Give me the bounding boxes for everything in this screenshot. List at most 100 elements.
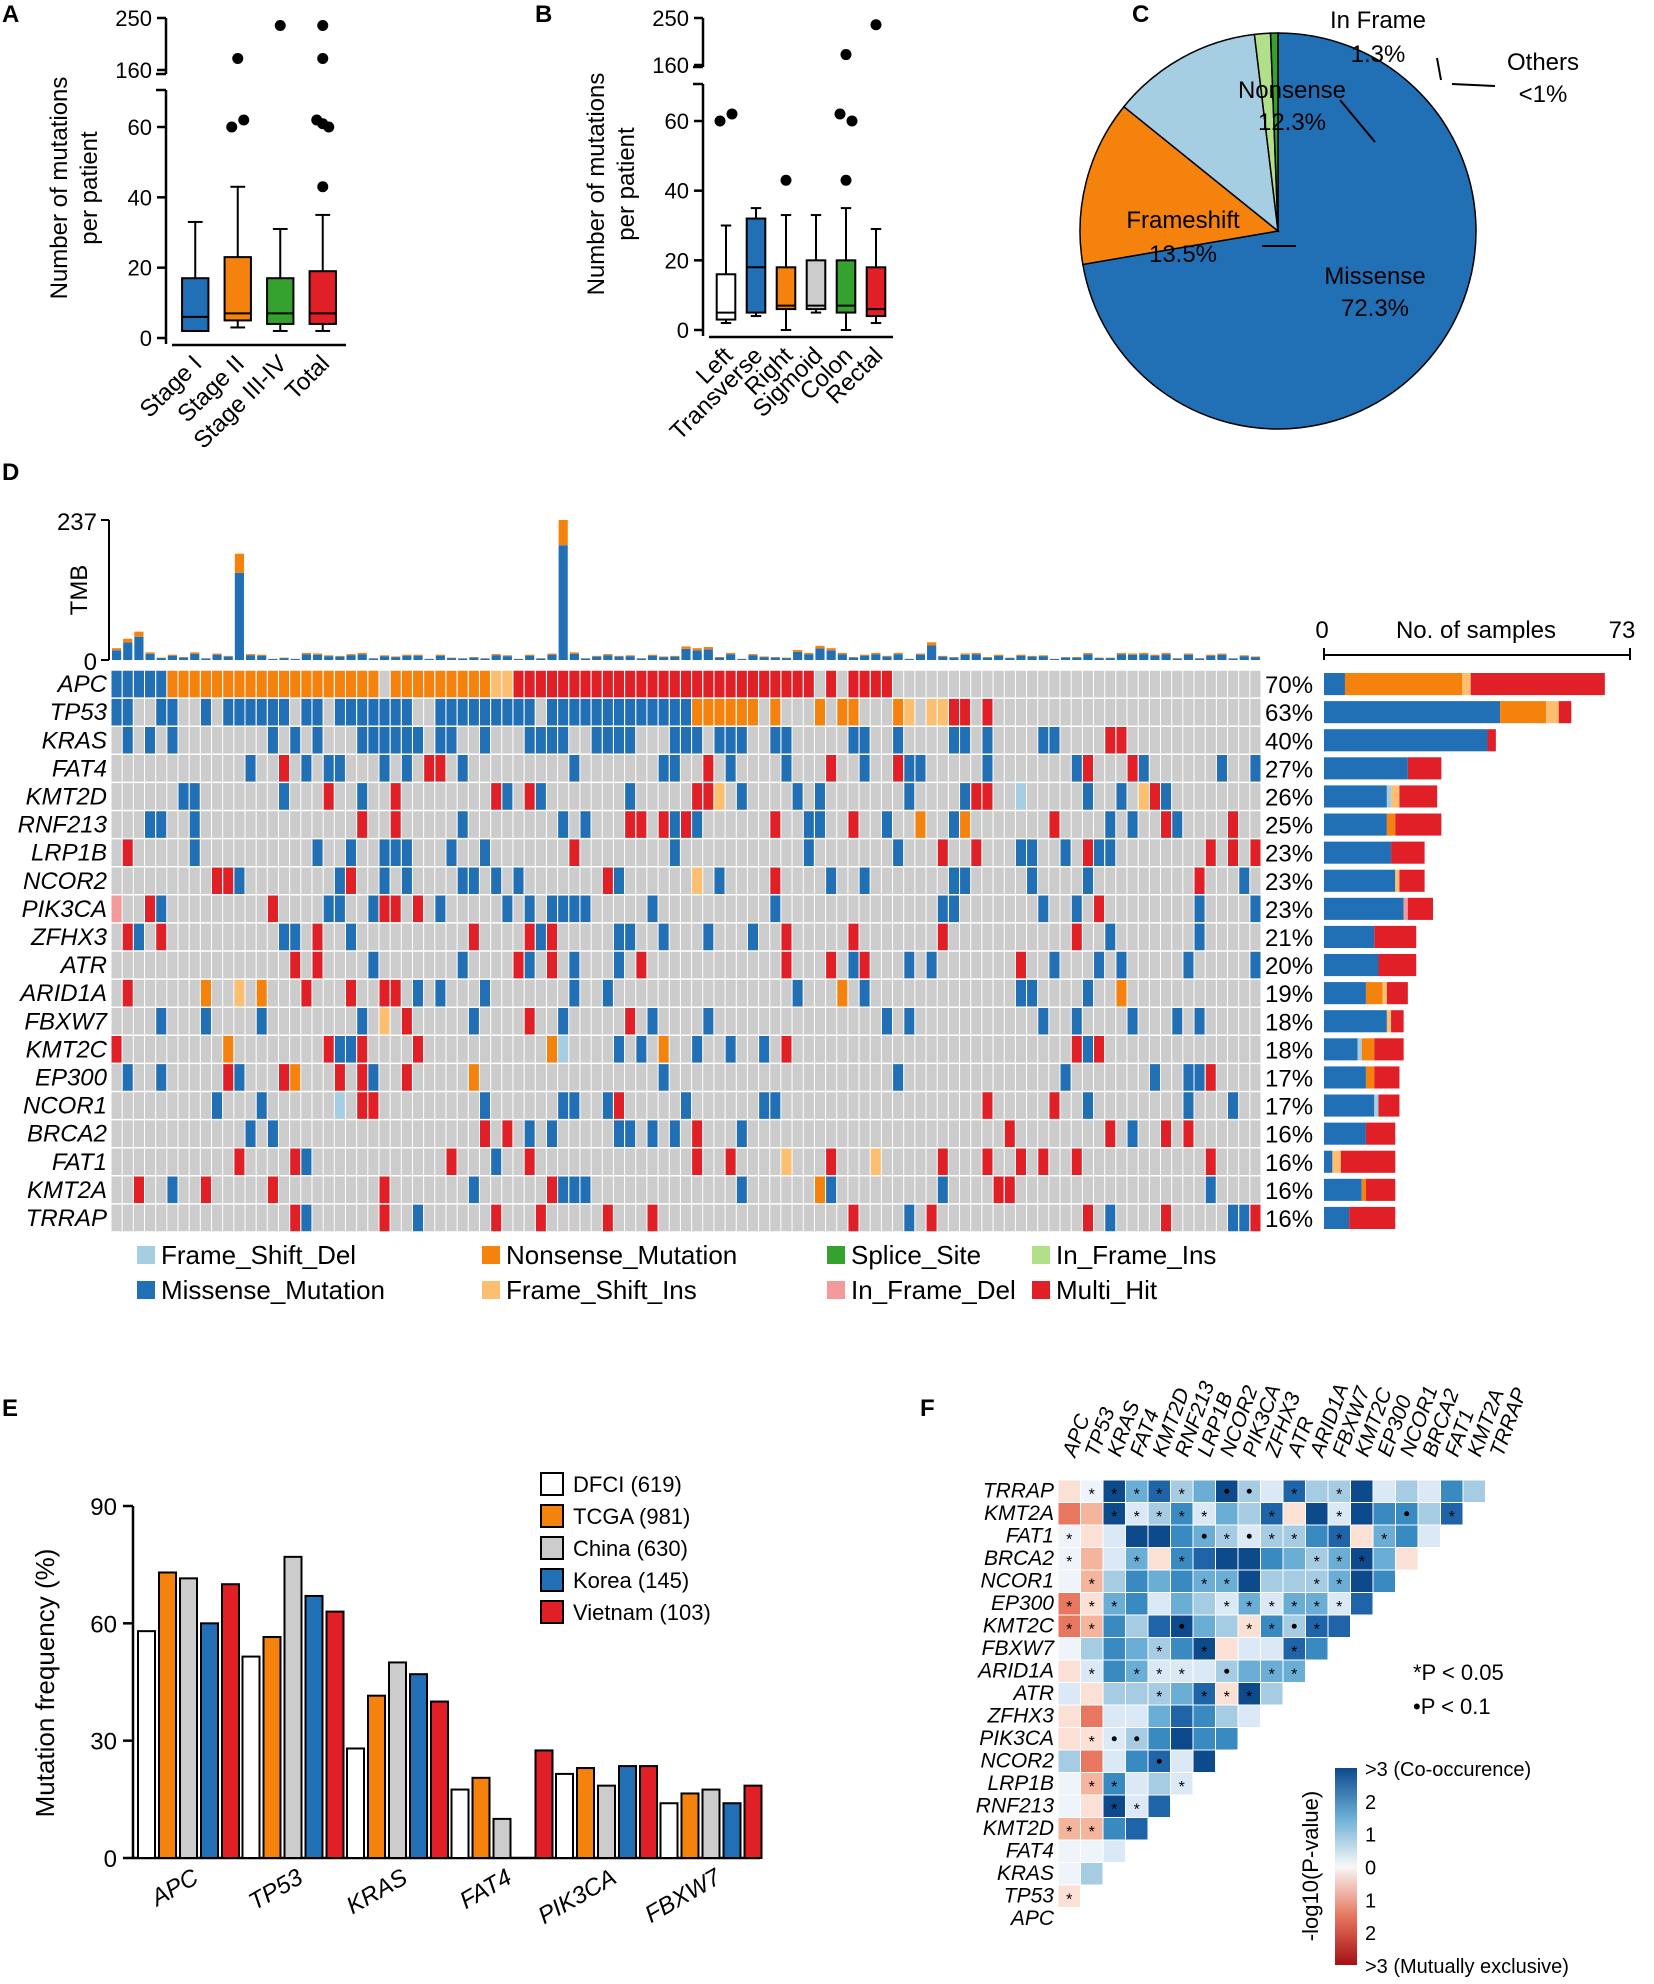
outlier-point [726,108,738,120]
oncoplot-cell [837,698,848,726]
oncoplot-cell [1082,867,1094,895]
heatmap-cell [1170,1592,1194,1616]
side-bar-segment [1361,1038,1375,1061]
oncoplot-cell [770,698,781,726]
tmb-bar [1038,656,1048,660]
oncoplot-cell [491,1148,502,1176]
oncoplot-cell [513,698,524,726]
tmb-bar [1150,655,1160,660]
oncoplot-cell [1194,1007,1205,1035]
heatmap-cell [1080,1839,1104,1863]
tmb-bar [268,659,278,660]
oncoplot-cell [312,698,323,726]
oncoplot-cell [144,670,156,698]
significance-dot [1111,1736,1117,1742]
oncoplot-cell [357,670,368,698]
oncoplot-cell [390,895,401,923]
oncoplot-cell [1205,1148,1216,1176]
oncoplot-cell [301,1148,312,1176]
gene-percent: 17% [1265,1066,1313,1093]
tmb-bar-segment [324,655,334,657]
tmb-bar-segment [301,652,311,655]
box [775,266,797,311]
oncoplot-cell [290,923,301,951]
panel-label-c: C [1132,1,1149,28]
significance-star: * [1134,1509,1140,1526]
significance-star: * [1269,1531,1275,1548]
pie-label: 72.3% [1341,295,1409,322]
tmb-bar [156,658,166,660]
oncoplot-cell [245,698,256,726]
tmb-bar-segment [502,655,512,657]
legend-swatch [540,1600,564,1624]
tmb-bar-segment [994,654,1004,656]
significance-star: * [1201,1644,1207,1661]
heatmap-cell [1080,1749,1104,1773]
significance-star: * [1314,1554,1320,1571]
y-tick-label: 250 [115,6,152,31]
heatmap-cell [1305,1502,1329,1526]
oncoplot-cell [189,782,200,810]
oncoplot-cell [122,839,133,867]
side-bar-segment [1324,954,1379,977]
tmb-bar [915,654,926,660]
y-tick-label: 0 [140,326,152,351]
gene-label: KMT2A [27,1177,107,1204]
oncoplot-cell [535,726,546,754]
oncoplot-cell [803,811,814,839]
oncoplot-cell [234,698,245,726]
oncoplot-cell [602,867,613,895]
oncoplot-cell [613,670,625,698]
oncoplot-cell [267,895,278,923]
box [715,273,737,321]
heatmap-cell [1147,1524,1171,1548]
colorbar-tick-label: >3 (Co-occurence) [1365,1759,1531,1781]
box [181,277,210,332]
bar [450,1788,470,1859]
oncoplot-cell [1004,1176,1015,1204]
tmb-bar [513,659,524,660]
oncoplot-cell [669,754,680,782]
oncoplot-cell [323,1035,334,1063]
significance-dot [1201,1533,1207,1539]
oncoplot-cell [357,1063,368,1091]
tmb-bar [714,657,725,660]
oncoplot-cell [982,726,993,754]
oncoplot-cell [334,1063,345,1091]
oncoplot-cell [736,1176,747,1204]
legend-swatch [482,1281,500,1299]
tmb-bar [971,654,981,660]
oncoplot-cell [290,951,301,979]
oncoplot-cell [937,1148,948,1176]
heatmap-cell [1237,1704,1261,1728]
legend-label: In_Frame_Ins [1056,1240,1216,1270]
side-bar-segment [1386,813,1396,836]
pie-label: Nonsense [1238,77,1346,104]
oncoplot-cell [1250,754,1261,782]
oncoplot-cell [468,923,479,951]
heatmap-cell [1417,1524,1441,1548]
significance-star: * [1224,1689,1230,1706]
tmb-bar [1250,657,1260,660]
oncoplot-cell [401,726,412,754]
oncoplot-cell [658,923,669,951]
significance-star: * [1156,1509,1162,1526]
gene-percent: 21% [1265,925,1313,952]
tmb-bar-segment [1038,655,1048,657]
oncoplot-cell [267,1120,278,1148]
oncoplot-cell [613,867,625,895]
y-axis-label: Number of mutations per patient [583,73,640,296]
tmb-bar [1161,654,1171,660]
oncoplot-cell [446,839,457,867]
gene-percent: 23% [1265,897,1313,924]
oncoplot-cell [535,923,546,951]
oncoplot-cell [859,979,870,1007]
bar [722,1802,742,1859]
side-bar-segment [1365,1178,1396,1201]
tmb-bar-segment [145,652,155,654]
oncoplot-cell [122,979,133,1007]
side-bar-segment [1324,925,1375,948]
oncoplot-cell [189,670,200,698]
tmb-bar-segment [134,631,144,637]
legend-label: Frame_Shift_Ins [506,1275,697,1305]
